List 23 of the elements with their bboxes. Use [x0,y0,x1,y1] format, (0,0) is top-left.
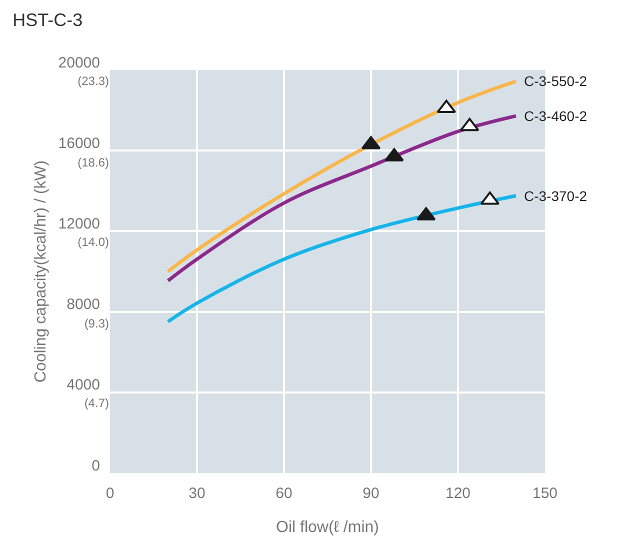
chart-title: HST-C-3 [12,10,83,30]
y-tick-label: 20000 [58,54,100,72]
x-tick-label: 60 [276,485,292,502]
y-tick-label: 8000 [66,296,100,314]
x-tick-label: 120 [445,485,471,502]
x-tick-label: 0 [106,485,114,502]
y-tick-label: 12000 [58,215,100,232]
x-axis-title: Oil flow(ℓ /min) [276,519,379,536]
y2-tick-label: (4.7) [84,396,109,410]
y-tick-label: 4000 [66,376,100,394]
series-label: C-3-370-2 [524,188,588,204]
y-axis-title: Cooling capacity(kcal/hr) / (kW) [32,160,50,383]
y-tick-label: 0 [92,457,100,474]
x-tick-label: 150 [532,485,558,502]
y2-tick-label: (14.0) [78,235,109,250]
y2-tick-label: (9.3) [84,316,109,330]
series-label: C-3-550-2 [524,73,588,89]
series-label: C-3-460-2 [524,108,588,124]
x-tick-label: 90 [362,485,380,502]
y2-tick-label: (18.6) [78,155,109,170]
y-tick-label: 16000 [58,134,100,152]
y2-tick-label: (23.3) [78,74,109,88]
x-tick-label: 30 [188,485,206,502]
